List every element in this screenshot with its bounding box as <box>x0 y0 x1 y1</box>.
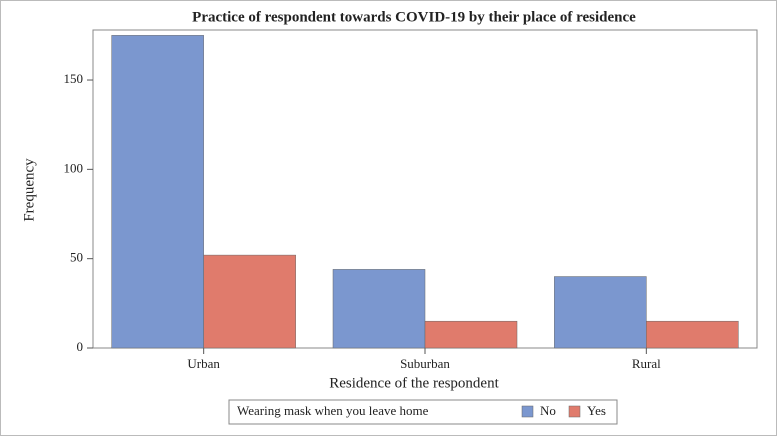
y-tick-label: 0 <box>77 339 84 354</box>
legend-swatch <box>521 405 534 418</box>
bar <box>111 35 204 349</box>
x-tick-label: Rural <box>632 356 661 371</box>
bar <box>203 254 296 349</box>
x-tick-label: Urban <box>187 356 220 371</box>
legend-label: No <box>540 403 556 418</box>
chart-title: Practice of respondent towards COVID-19 … <box>192 9 636 25</box>
x-axis-label: Residence of the respondent <box>329 375 499 391</box>
legend: Wearing mask when you leave home No Yes <box>237 403 606 418</box>
bar <box>332 269 426 349</box>
x-tick-label: Suburban <box>400 356 450 371</box>
y-tick-label: 100 <box>64 160 84 175</box>
y-axis-label: Frequency <box>21 158 37 222</box>
legend-box <box>228 399 618 425</box>
bar <box>554 276 647 349</box>
y-tick-label: 50 <box>70 250 83 265</box>
legend-label: Yes <box>587 403 606 418</box>
legend-swatch <box>568 405 581 418</box>
bar <box>646 320 739 349</box>
y-tick-label: 150 <box>64 71 84 86</box>
legend-title: Wearing mask when you leave home <box>237 403 429 418</box>
bar <box>424 320 518 349</box>
